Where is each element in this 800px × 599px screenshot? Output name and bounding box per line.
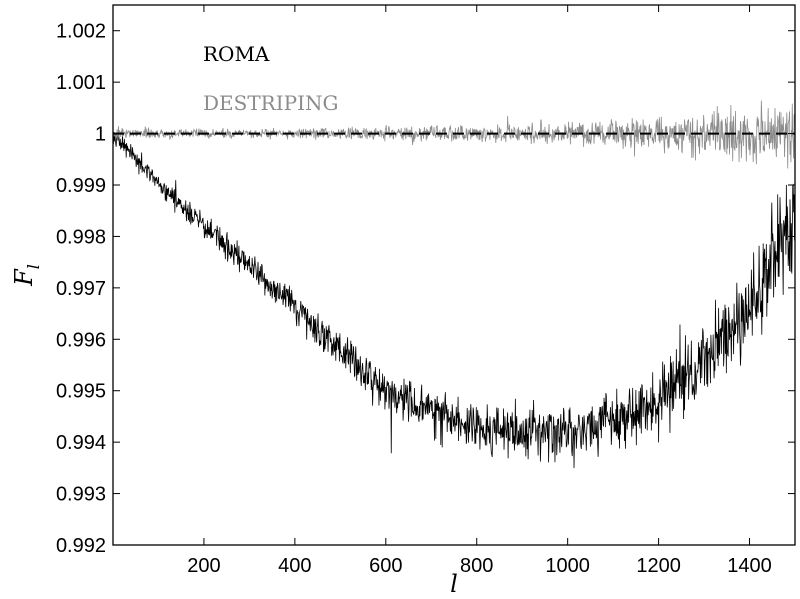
x-axis-label: l <box>450 570 458 598</box>
series-layer <box>112 100 796 469</box>
y-tick-label: 0.992 <box>56 535 106 557</box>
y-tick-label: 1.002 <box>56 21 106 43</box>
y-tick-label: 0.993 <box>56 484 106 506</box>
x-tick-label: 1400 <box>727 555 772 577</box>
y-tick-label: 0.994 <box>56 432 106 454</box>
y-tick-label: 0.998 <box>56 226 106 248</box>
y-tick-label: 1 <box>95 124 106 146</box>
x-tick-label: 400 <box>278 555 311 577</box>
x-tick-label: 200 <box>187 555 220 577</box>
legend-entry-destriping: DESTRIPING <box>203 91 338 115</box>
legend: ROMA DESTRIPING <box>203 42 338 115</box>
x-tick-label: 1000 <box>545 555 590 577</box>
x-tick-label: 800 <box>460 555 493 577</box>
plot-frame <box>112 4 796 546</box>
series-line-destriping <box>112 100 796 169</box>
legend-entry-roma: ROMA <box>203 42 270 66</box>
x-tick-label: 600 <box>369 555 402 577</box>
y-axis-label: Fl <box>10 264 43 287</box>
series-line-roma <box>112 131 796 469</box>
svg-text:Fl: Fl <box>10 264 43 287</box>
y-tick-label: 0.997 <box>56 278 106 300</box>
y-tick-label: 0.996 <box>56 329 106 351</box>
ticks-layer: 200 400 600 800 1000 1200 1400 0.992 0.993 0.994 0… <box>56 5 795 577</box>
y-tick-label: 0.995 <box>56 381 106 403</box>
y-tick-label: 0.999 <box>56 175 106 197</box>
x-tick-label: 1200 <box>636 555 681 577</box>
y-tick-label: 1.001 <box>56 72 106 94</box>
